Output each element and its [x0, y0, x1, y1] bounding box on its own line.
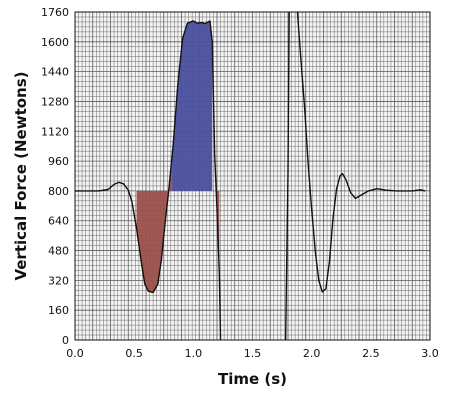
x-tick-label: 1.0	[185, 347, 203, 360]
y-axis-title: Vertical Force (Newtons)	[12, 71, 30, 280]
plot-frame	[74, 11, 431, 341]
y-tick-label: 1600	[41, 36, 69, 49]
x-tick-label: 0.0	[66, 347, 84, 360]
y-tick-label: 1760	[41, 6, 69, 19]
y-tick-label: 1120	[41, 125, 69, 138]
y-tick-label: 1440	[41, 66, 69, 79]
x-tick-label: 2.5	[362, 347, 380, 360]
x-axis-title: Time (s)	[218, 370, 287, 388]
x-tick-label: 2.0	[303, 347, 321, 360]
shaded-region-2	[172, 21, 213, 191]
y-tick-label: 0	[62, 334, 69, 347]
x-tick-label: 0.5	[125, 347, 143, 360]
y-tick-label: 960	[48, 155, 69, 168]
y-tick-label: 640	[48, 215, 69, 228]
y-tick-label: 800	[48, 185, 69, 198]
y-tick-label: 480	[48, 245, 69, 258]
y-tick-label: 320	[48, 274, 69, 287]
force-line-segment-1	[75, 20, 222, 341]
force-line-segment-3	[296, 11, 426, 293]
x-tick-label: 1.5	[244, 347, 262, 360]
y-tick-label: 160	[48, 304, 69, 317]
force-line-segment-2	[284, 11, 290, 341]
x-tick-label: 3.0	[421, 347, 439, 360]
y-tick-label: 1280	[41, 95, 69, 108]
shaded-region-1	[136, 156, 173, 293]
